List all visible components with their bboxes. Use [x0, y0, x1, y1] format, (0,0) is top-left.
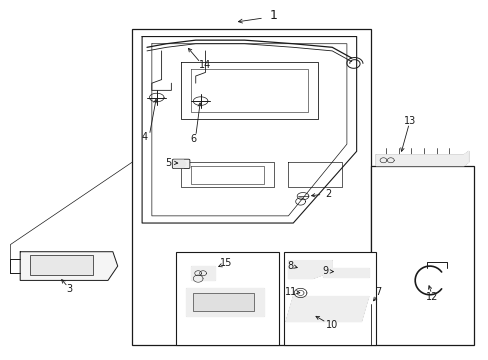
Bar [193, 293, 254, 311]
Text: 7: 7 [375, 287, 381, 297]
Bar [370, 166, 473, 345]
Polygon shape [173, 160, 185, 167]
Polygon shape [20, 252, 118, 280]
Polygon shape [322, 268, 368, 277]
Text: 12: 12 [425, 292, 438, 302]
Polygon shape [185, 288, 264, 316]
Text: 5: 5 [164, 158, 171, 168]
Polygon shape [375, 151, 468, 166]
Polygon shape [285, 297, 368, 321]
Text: 14: 14 [199, 60, 211, 70]
Text: 4: 4 [141, 132, 147, 142]
Text: 8: 8 [286, 261, 293, 271]
Polygon shape [288, 261, 331, 279]
Text: 10: 10 [325, 320, 338, 330]
Text: 6: 6 [190, 134, 196, 144]
Text: 13: 13 [404, 116, 416, 126]
Polygon shape [190, 266, 215, 280]
Bar [132, 30, 370, 345]
Text: 3: 3 [66, 284, 72, 294]
Text: 15: 15 [219, 258, 232, 268]
Text: 9: 9 [321, 266, 327, 276]
Bar [176, 252, 278, 345]
Text: 1: 1 [269, 9, 277, 22]
Bar [283, 252, 375, 345]
Text: 2: 2 [325, 189, 331, 199]
Text: 11: 11 [284, 287, 296, 297]
Bar [30, 255, 93, 275]
FancyBboxPatch shape [172, 159, 189, 168]
